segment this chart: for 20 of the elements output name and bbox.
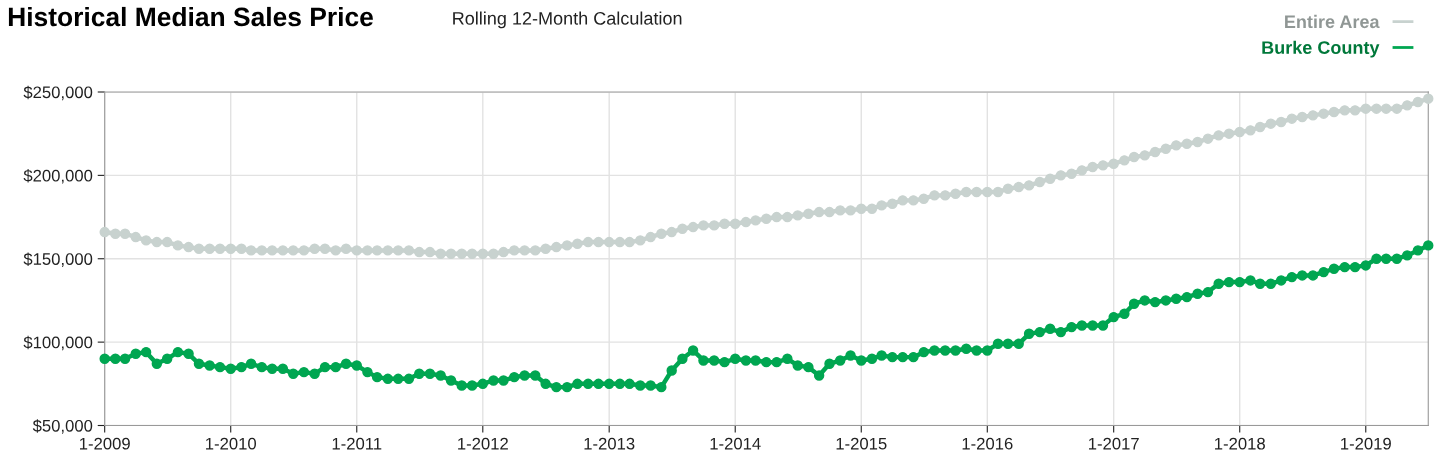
x-tick-label: 1-2010 <box>206 437 257 450</box>
x-tick-label: 1-2015 <box>836 437 887 450</box>
x-tick-label: 1-2016 <box>962 437 1013 450</box>
legend-label: Burke County <box>1262 40 1380 58</box>
x-tick-label: 1-2011 <box>332 437 382 450</box>
x-tick-label: 1-2013 <box>584 437 635 450</box>
x-tick-label: 1-2012 <box>458 437 508 450</box>
x-tick-label: 1-2009 <box>80 437 130 450</box>
chart-title: Historical Median Sales Price <box>8 6 373 27</box>
y-tick-label: $250,000 <box>23 85 93 101</box>
x-tick-label: 1-2014 <box>710 437 761 450</box>
x-tick-label: 1-2017 <box>1089 437 1139 450</box>
x-tick-label: 1-2019 <box>1341 437 1391 450</box>
y-tick-label: $150,000 <box>23 252 93 267</box>
y-tick-label: $200,000 <box>23 169 93 184</box>
x-tick-label: 1-2018 <box>1215 437 1265 450</box>
chart-subtitle: Rolling 12-Month Calculation <box>453 11 682 29</box>
y-tick-label: $50,000 <box>32 419 93 434</box>
legend-label: Entire Area <box>1285 14 1380 29</box>
y-tick-label: $100,000 <box>23 335 93 351</box>
